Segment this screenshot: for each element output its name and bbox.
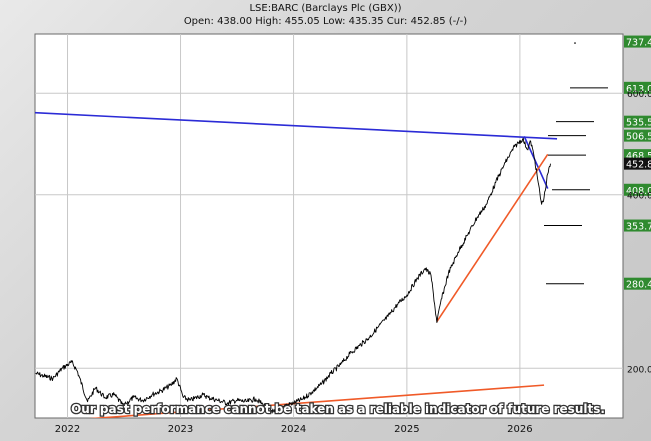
price-tag-label: 535.5 (626, 118, 651, 129)
red-trend-line (88, 384, 545, 418)
price-tag-label: 613.0 (626, 84, 651, 95)
price-tag-box (624, 277, 651, 290)
y-tick-label: 200.0 (627, 365, 651, 375)
x-tick-label: 2024 (281, 424, 306, 435)
trend-lines (35, 111, 558, 418)
price-tag-box (624, 115, 651, 128)
target-dot (574, 42, 576, 44)
price-tag-box (624, 183, 651, 196)
price-tag-label: 737.4 (626, 38, 651, 49)
y-tick-label: 600.0 (627, 90, 651, 100)
red-trend-line (436, 153, 549, 323)
price-tag-box (624, 81, 651, 94)
price-line (35, 137, 551, 414)
price-tag-label: 408.0 (626, 186, 651, 197)
x-tick-label: 2025 (394, 424, 419, 435)
y-tick-label: 400.0 (627, 192, 651, 202)
grid-lines (35, 34, 623, 418)
price-tag-box (624, 219, 651, 232)
symbol-title: LSE:BARC (Barclays Plc (GBX)) (249, 3, 402, 14)
plot-area (34, 33, 624, 419)
price-tag-label: 506.5 (626, 132, 651, 143)
price-tag-label: 452.8 (626, 160, 651, 171)
blue-trend-line (35, 111, 558, 140)
quote-summary: Open: 438.00 High: 455.05 Low: 435.35 Cu… (183, 16, 468, 27)
blue-trend-line (523, 136, 549, 189)
price-tag-label: 353.7 (626, 222, 651, 233)
x-tick-label: 2023 (168, 424, 193, 435)
price-tag-box (624, 129, 651, 142)
price-series (35, 137, 551, 414)
chart-header: LSE:BARC (Barclays Plc (GBX)) Open: 438.… (0, 2, 651, 28)
x-tick-label: 2026 (507, 424, 532, 435)
price-tag-label: 468.5 (626, 151, 651, 162)
price-tag-box (624, 157, 651, 170)
axis-labels: 2022 2023 2024 2025 2026 200.0 400.0 600.0 (55, 90, 651, 435)
price-tag-box (624, 35, 651, 48)
price-tag-label: 280.4 (626, 280, 651, 291)
disclaimer-text: Our past performance cannot be taken as … (71, 402, 605, 416)
x-tick-label: 2022 (55, 424, 80, 435)
